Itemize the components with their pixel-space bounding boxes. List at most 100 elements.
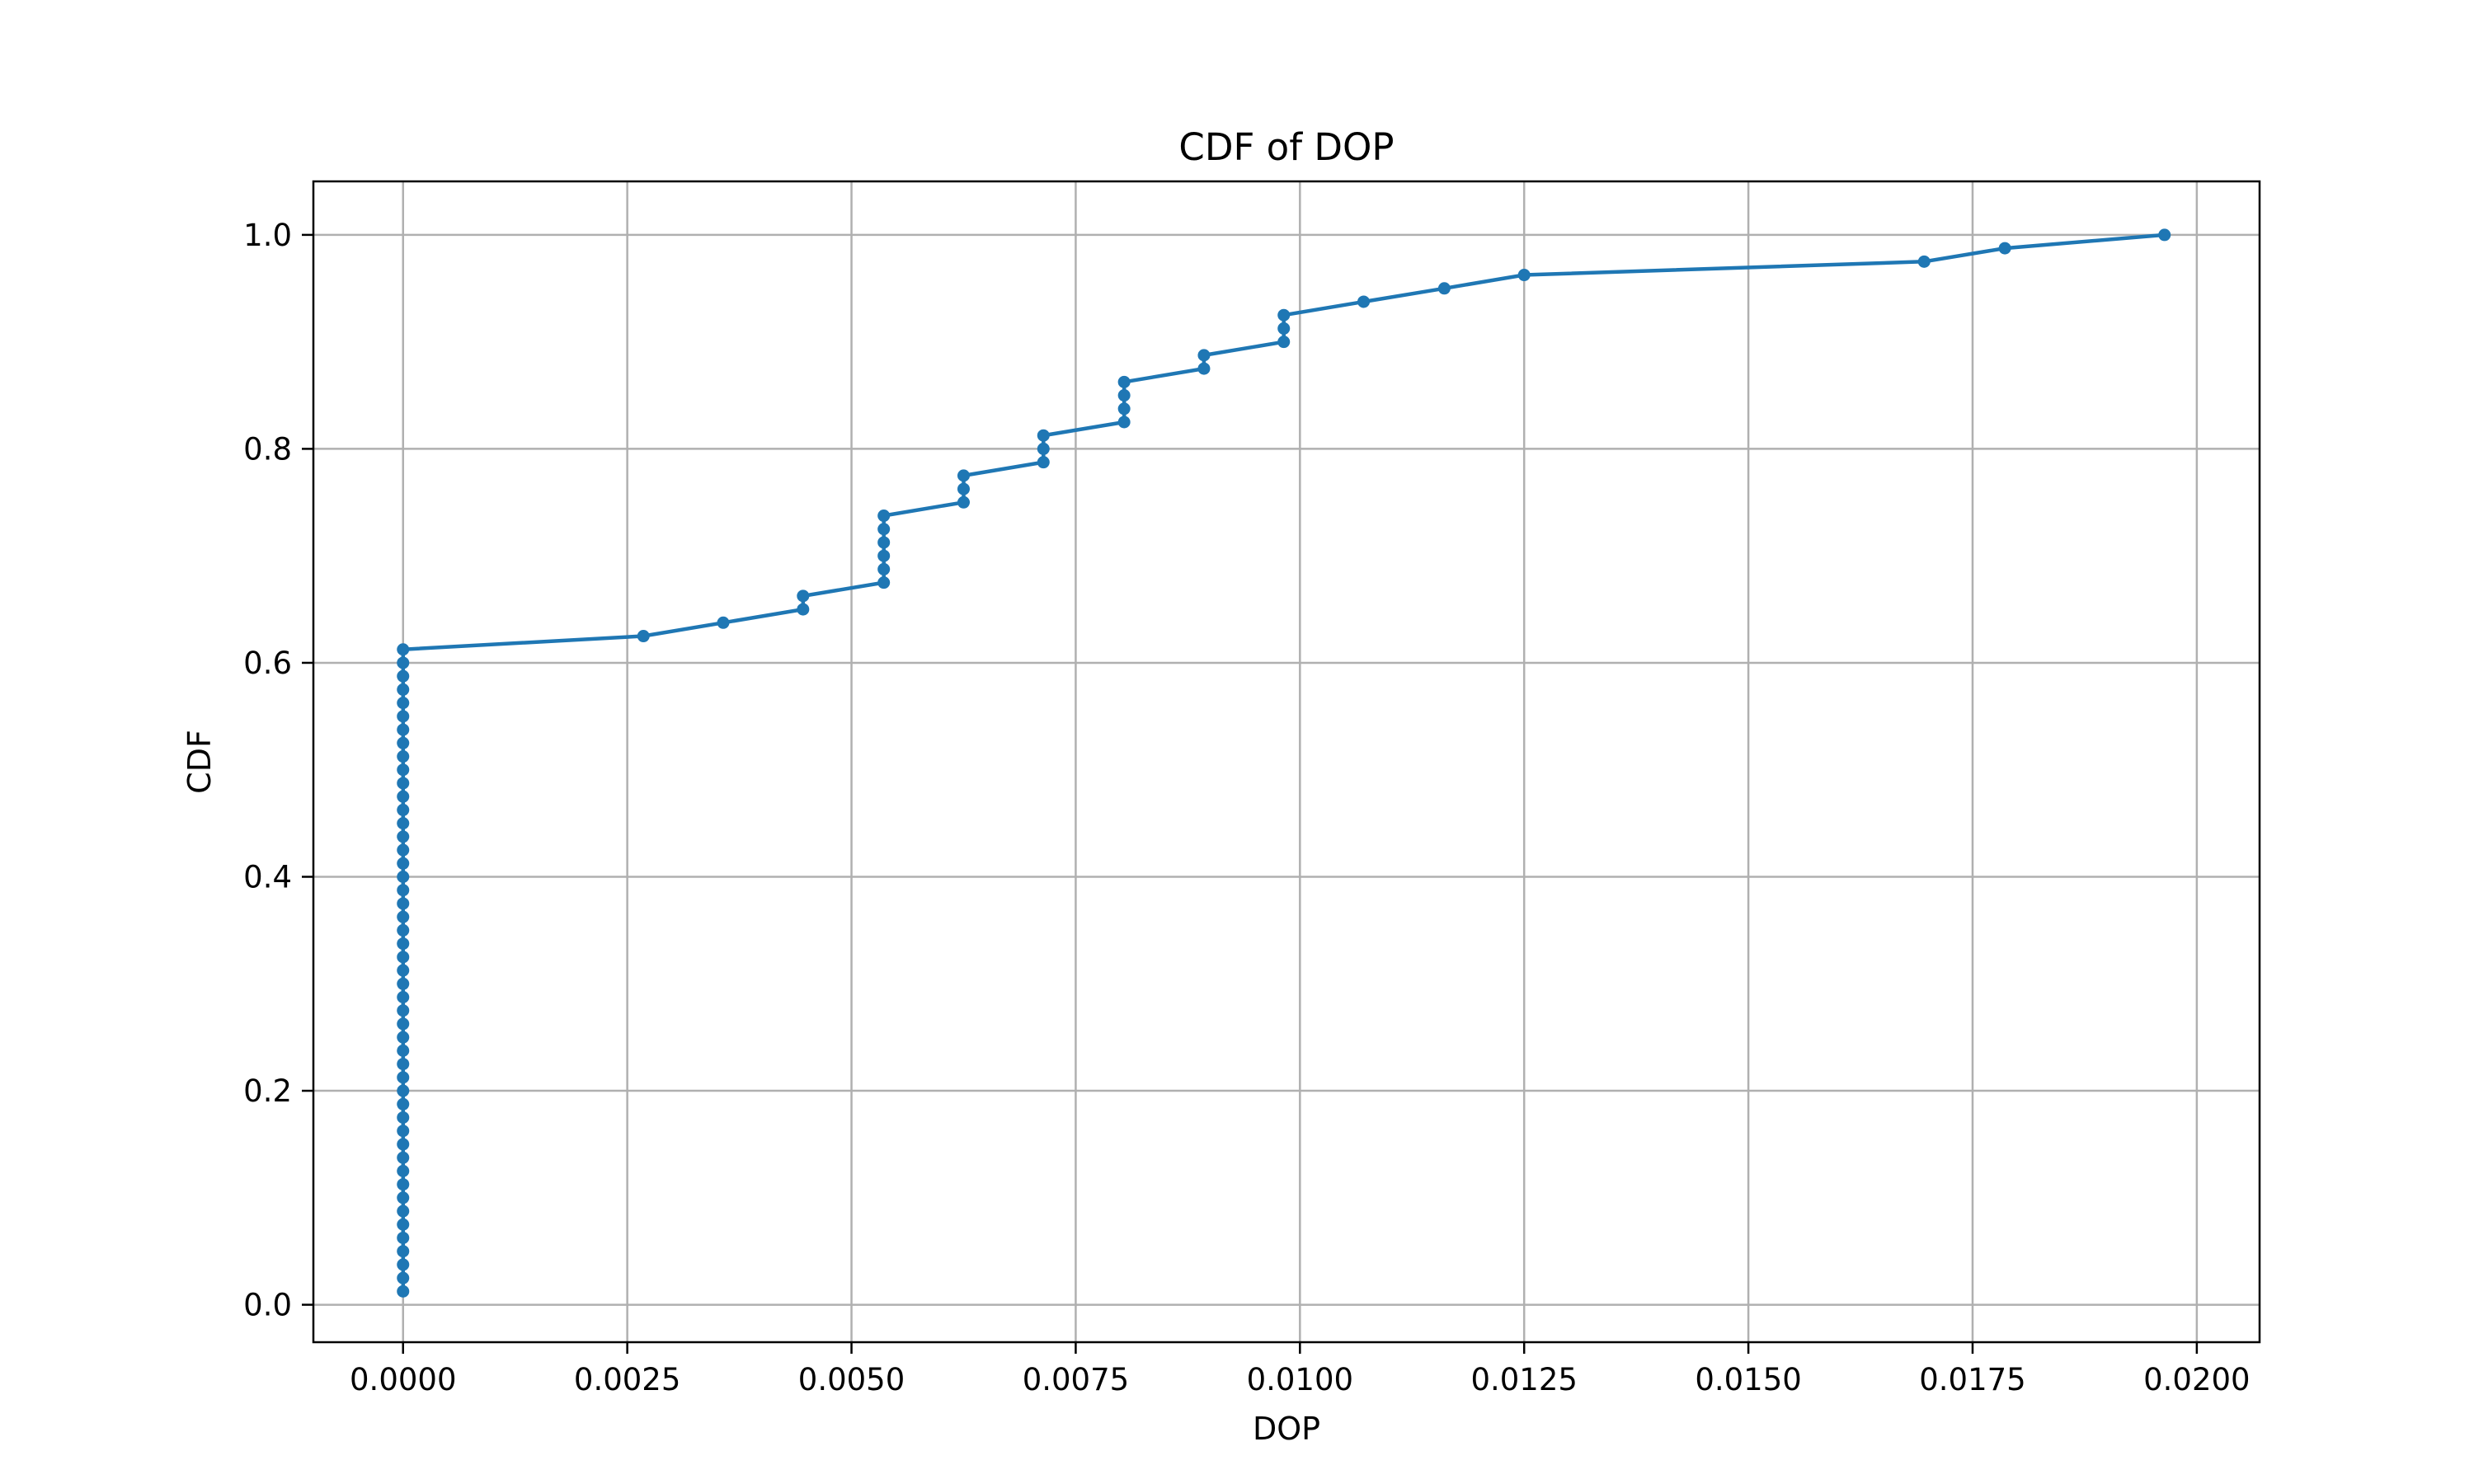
x-tick-label: 0.0150 xyxy=(1695,1362,1801,1397)
data-point xyxy=(397,1111,410,1124)
data-point xyxy=(397,1284,410,1298)
data-point xyxy=(397,830,410,843)
y-tick-label: 0.6 xyxy=(243,646,292,681)
y-tick-label: 0.2 xyxy=(243,1073,292,1109)
data-point xyxy=(397,857,410,870)
data-point xyxy=(397,817,410,830)
data-point xyxy=(877,536,891,549)
axes-frame xyxy=(312,180,2261,1344)
data-point xyxy=(397,1191,410,1205)
data-point xyxy=(397,1205,410,1218)
data-point xyxy=(877,562,891,575)
y-tick-label: 1.0 xyxy=(243,218,292,253)
data-point xyxy=(397,951,410,964)
data-point xyxy=(1277,308,1291,322)
x-tick-label: 0.0050 xyxy=(798,1362,905,1397)
data-point xyxy=(397,990,410,1003)
data-point xyxy=(397,723,410,736)
chart-title: CDF of DOP xyxy=(1178,125,1394,169)
data-point xyxy=(1998,242,2011,255)
data-point xyxy=(397,1231,410,1244)
data-point xyxy=(397,1151,410,1164)
data-point xyxy=(1037,442,1050,455)
data-point xyxy=(877,549,891,562)
data-point xyxy=(397,1125,410,1138)
data-point xyxy=(877,576,891,589)
data-point xyxy=(1037,456,1050,469)
data-point xyxy=(397,871,410,884)
data-point xyxy=(1197,362,1211,375)
x-tick-label: 0.0125 xyxy=(1470,1362,1577,1397)
data-point xyxy=(957,469,970,482)
data-point xyxy=(397,656,410,669)
data-point xyxy=(397,1218,410,1231)
y-tick-label: 0.8 xyxy=(243,431,292,467)
data-point xyxy=(397,843,410,857)
data-point xyxy=(397,683,410,696)
y-tick-label: 0.4 xyxy=(243,860,292,895)
data-point xyxy=(397,1084,410,1097)
data-point xyxy=(1277,322,1291,335)
data-point xyxy=(957,482,970,495)
x-tick-label: 0.0200 xyxy=(2143,1362,2250,1397)
data-point xyxy=(1517,269,1531,282)
data-point xyxy=(1117,416,1131,429)
data-point xyxy=(1197,349,1211,362)
data-point xyxy=(397,1058,410,1071)
data-point xyxy=(397,884,410,897)
data-point xyxy=(397,1178,410,1191)
data-point xyxy=(397,1017,410,1031)
data-point xyxy=(397,710,410,723)
x-axis-ticks: 0.0000 0.0025 0.0050 0.0075 0.0100 0.0125 0.01… xyxy=(350,1342,2251,1397)
x-tick-label: 0.0000 xyxy=(350,1362,456,1397)
data-point xyxy=(957,495,970,509)
data-point xyxy=(397,1138,410,1151)
data-point xyxy=(397,669,410,683)
data-point xyxy=(397,803,410,816)
data-point xyxy=(1277,336,1291,349)
data-point xyxy=(1437,282,1451,295)
x-tick-label: 0.0175 xyxy=(1919,1362,2025,1397)
data-point xyxy=(877,523,891,536)
data-point xyxy=(397,777,410,790)
data-point xyxy=(397,964,410,977)
data-point xyxy=(397,1245,410,1258)
data-point xyxy=(1117,389,1131,402)
data-point xyxy=(397,923,410,937)
data-point xyxy=(397,1271,410,1284)
y-tick-label: 0.0 xyxy=(243,1288,292,1323)
data-point xyxy=(397,1097,410,1111)
data-point xyxy=(397,1258,410,1271)
x-tick-label: 0.0100 xyxy=(1247,1362,1353,1397)
data-point xyxy=(637,630,650,643)
x-tick-label: 0.0075 xyxy=(1023,1362,1129,1397)
data-point xyxy=(797,603,810,616)
data-point xyxy=(397,977,410,990)
x-tick-label: 0.0025 xyxy=(574,1362,680,1397)
data-point xyxy=(397,1031,410,1044)
data-point xyxy=(1037,429,1050,442)
data-point xyxy=(397,1071,410,1084)
data-point xyxy=(397,897,410,910)
y-axis-ticks: 0.0 0.2 0.4 0.6 0.8 1.0 xyxy=(243,218,313,1323)
data-point xyxy=(397,1164,410,1177)
data-point xyxy=(397,750,410,763)
data-point xyxy=(397,763,410,777)
data-point xyxy=(397,697,410,710)
data-point xyxy=(397,643,410,656)
data-point xyxy=(717,616,730,629)
y-axis-label: CDF xyxy=(181,730,218,794)
data-point xyxy=(1917,255,1931,268)
data-point xyxy=(1117,402,1131,416)
data-point xyxy=(397,937,410,951)
x-axis-label: DOP xyxy=(1253,1411,1320,1447)
data-point xyxy=(397,910,410,923)
series-layer xyxy=(397,228,2171,1298)
data-point xyxy=(1357,295,1371,308)
data-point xyxy=(397,1004,410,1017)
data-point xyxy=(1117,375,1131,388)
data-point xyxy=(397,736,410,749)
data-point xyxy=(397,790,410,803)
